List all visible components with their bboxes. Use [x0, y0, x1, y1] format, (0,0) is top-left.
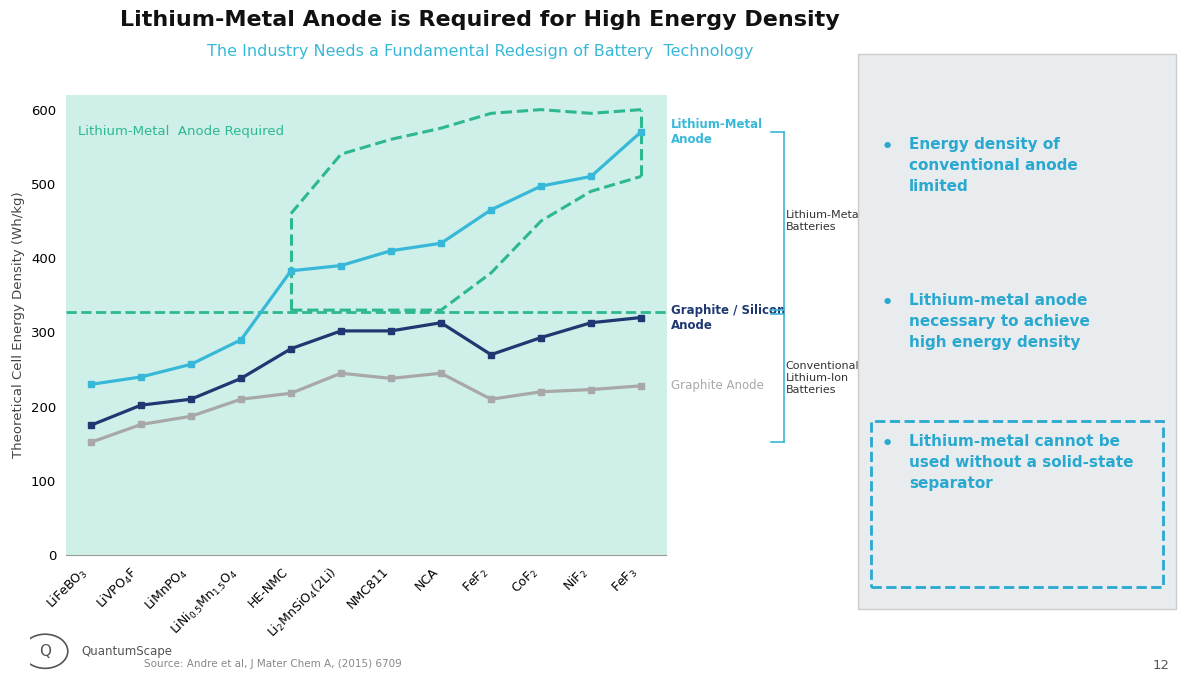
FancyBboxPatch shape	[858, 54, 1176, 609]
Y-axis label: Theoretical Cell Energy Density (Wh/kg): Theoretical Cell Energy Density (Wh/kg)	[12, 192, 25, 458]
Text: Graphite / Silicon
Anode: Graphite / Silicon Anode	[671, 303, 785, 332]
Text: Lithium-Metal  Anode Required: Lithium-Metal Anode Required	[78, 125, 284, 137]
FancyBboxPatch shape	[871, 420, 1163, 587]
Text: The Industry Needs a Fundamental Redesign of Battery  Technology: The Industry Needs a Fundamental Redesig…	[206, 44, 754, 59]
Text: QuantumScape: QuantumScape	[82, 645, 173, 658]
Text: Lithium-metal cannot be
used without a solid-state
separator: Lithium-metal cannot be used without a s…	[908, 435, 1133, 492]
Text: •: •	[881, 293, 894, 313]
Text: Lithium-Metal
Anode: Lithium-Metal Anode	[671, 118, 763, 146]
Text: Q: Q	[40, 644, 52, 659]
Text: Lithium-metal anode
necessary to achieve
high energy density: Lithium-metal anode necessary to achieve…	[908, 293, 1090, 350]
Text: Conventional
Lithium-Ion
Batteries: Conventional Lithium-Ion Batteries	[786, 362, 859, 395]
Text: 12: 12	[1153, 659, 1170, 672]
Text: Lithium-Metal
Batteries: Lithium-Metal Batteries	[786, 210, 863, 232]
Text: Energy density of
conventional anode
limited: Energy density of conventional anode lim…	[908, 137, 1078, 194]
Text: Lithium-Metal Anode is Required for High Energy Density: Lithium-Metal Anode is Required for High…	[120, 10, 840, 30]
Text: Graphite Anode: Graphite Anode	[671, 379, 763, 393]
Text: •: •	[881, 137, 894, 158]
Text: Source: Andre et al, J Mater Chem A, (2015) 6709: Source: Andre et al, J Mater Chem A, (20…	[144, 659, 402, 669]
Text: •: •	[881, 435, 894, 454]
